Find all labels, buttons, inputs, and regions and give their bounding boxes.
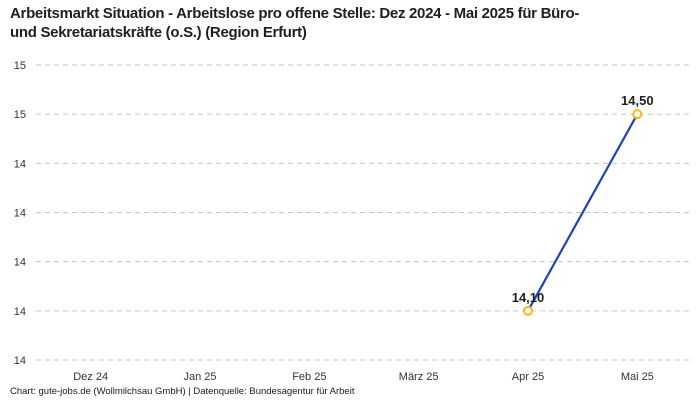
y-tick-label: 14 xyxy=(14,208,26,220)
y-tick-label: 14 xyxy=(14,257,26,269)
y-tick-label: 15 xyxy=(14,60,26,72)
chart-title-line1: Arbeitsmarkt Situation - Arbeitslose pro… xyxy=(10,5,580,22)
x-tick-label: Mai 25 xyxy=(621,371,654,383)
x-tick-label: Jan 25 xyxy=(183,371,216,383)
data-point-marker xyxy=(523,305,533,316)
x-tick-label: Dez 24 xyxy=(73,371,108,383)
data-point-marker xyxy=(632,109,643,120)
footer-credit: Chart: gute-jobs.de (Wollmilchsau GmbH) … xyxy=(10,386,355,397)
chart-title-line2: und Sekretariatskräfte (o.S.) (Region Er… xyxy=(10,24,307,41)
chart-title: Arbeitsmarkt Situation - Arbeitslose pro… xyxy=(10,4,692,42)
data-point-label: 14,10 xyxy=(512,290,545,305)
x-tick-label: Feb 25 xyxy=(292,371,326,383)
series-line xyxy=(526,113,639,312)
y-tick-label: 14 xyxy=(14,158,26,170)
data-point-label: 14,50 xyxy=(621,93,654,108)
x-tick-label: Apr 25 xyxy=(512,371,544,383)
x-tick-label: März 25 xyxy=(399,371,439,383)
y-tick-label: 15 xyxy=(14,109,26,121)
y-tick-label: 14 xyxy=(14,306,26,318)
y-tick-label: 14 xyxy=(14,355,26,367)
